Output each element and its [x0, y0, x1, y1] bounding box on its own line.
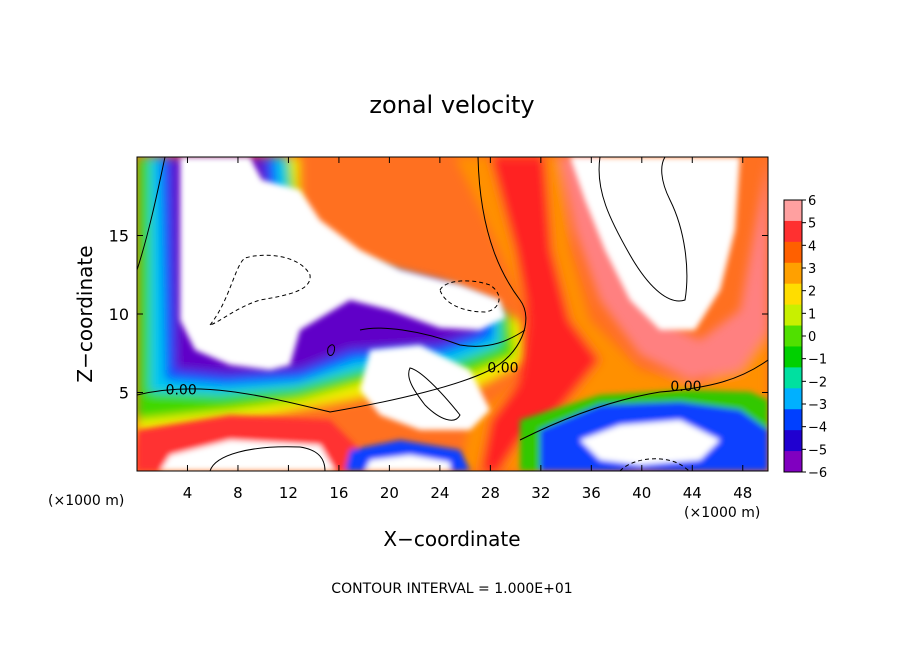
contour-label: 0.00: [670, 379, 701, 395]
y-axis: 5 10 15: [109, 227, 768, 403]
colorbar-label: 1: [808, 307, 816, 322]
colorbar-swatch: [784, 367, 802, 389]
colorbar-swatch: [784, 388, 802, 410]
y-axis-label: Z−coordinate: [73, 245, 97, 382]
center-white-blob: [360, 345, 490, 430]
heatmap-field: 0.00 0.00 0.00: [137, 157, 768, 471]
contour-interval-footer: CONTOUR INTERVAL = 1.000E+01: [331, 581, 572, 597]
band-red-center: [480, 157, 600, 471]
contour-zero-left: [137, 157, 166, 271]
contour-label: 0.00: [166, 382, 197, 398]
contour-zero-center: [359, 327, 526, 347]
x-axis: 4 8 12 16 20 24 28 32 36 40 44 48: [183, 157, 752, 502]
contour-label: 0.00: [487, 360, 518, 376]
colorbar-swatch: [784, 283, 802, 306]
x-tick-label: 16: [329, 484, 348, 502]
colorbar-label: 4: [808, 239, 816, 254]
colorbar-label: −2: [808, 375, 827, 390]
y-tick-label: 5: [119, 384, 129, 403]
dashed-contours: [208, 254, 691, 471]
contour-bottom-left: [209, 446, 326, 471]
x-axis-label: X−coordinate: [383, 527, 520, 551]
colorbar-label: 0: [808, 330, 816, 345]
x-tick-label: 48: [733, 484, 752, 502]
lower-left-white: [160, 440, 335, 471]
x-tick-label: 4: [183, 484, 193, 502]
colorbar-swatch: [784, 451, 802, 473]
colorbar-label: −5: [808, 443, 827, 458]
colorbar-label: −4: [808, 421, 827, 436]
x-tick-label: 12: [279, 484, 298, 502]
colorbar-label: −6: [808, 466, 827, 481]
colorbar-label: 5: [808, 217, 816, 232]
x-tick-label: 32: [531, 484, 550, 502]
dashed-loop-center: [439, 280, 500, 313]
x-tick-label: 44: [683, 484, 702, 502]
lower-right-white: [580, 420, 720, 465]
x-tick-label: 40: [632, 484, 651, 502]
white-core-right: [570, 157, 740, 330]
colorbar-label: 2: [808, 285, 816, 300]
colorbar-swatch: [784, 409, 802, 431]
colorbar: 6 5 4 3 2 1 0 −1 −2 −3 −4 −5 −6: [783, 194, 827, 481]
colorbar-swatch: [784, 200, 802, 222]
contour-labels: 0.00 0.00 0.00: [166, 360, 702, 398]
dashed-loop-bottom-right: [619, 458, 691, 471]
colorbar-swatch: [784, 325, 802, 347]
x-units-left: (×1000 m): [48, 493, 124, 509]
contour-center-blob: [408, 367, 461, 421]
x-units-right: (×1000 m): [684, 505, 760, 521]
contour-zero-mid: [137, 157, 527, 413]
y-tick-label: 15: [109, 227, 129, 246]
x-tick-label: 24: [430, 484, 449, 502]
colorbar-swatch: [784, 241, 802, 264]
x-tick-label: 28: [481, 484, 500, 502]
colorbar-swatch: [784, 304, 802, 327]
colorbar-swatch: [784, 220, 802, 243]
y-tick-label: 10: [109, 305, 129, 324]
colorbar-label: 3: [808, 262, 816, 277]
contour-small-loop: [327, 344, 335, 356]
colorbar-label: −1: [808, 353, 827, 368]
contour-right-lobe: [598, 157, 688, 302]
x-tick-label: 36: [582, 484, 601, 502]
x-tick-label: 20: [380, 484, 399, 502]
contour-lines: [137, 157, 768, 471]
white-core-left: [180, 157, 505, 370]
dashed-loop-left: [208, 254, 311, 326]
contour-zero-right: [519, 359, 768, 441]
colorbar-swatch: [784, 262, 802, 285]
bottom-center-white: [365, 455, 450, 471]
chart-title: zonal velocity: [369, 91, 534, 119]
x-tick-label: 8: [233, 484, 243, 502]
colorbar-swatch: [784, 346, 802, 368]
colorbar-label: 6: [808, 194, 816, 209]
colorbar-label: −3: [808, 398, 827, 413]
colorbar-swatch: [784, 430, 802, 452]
